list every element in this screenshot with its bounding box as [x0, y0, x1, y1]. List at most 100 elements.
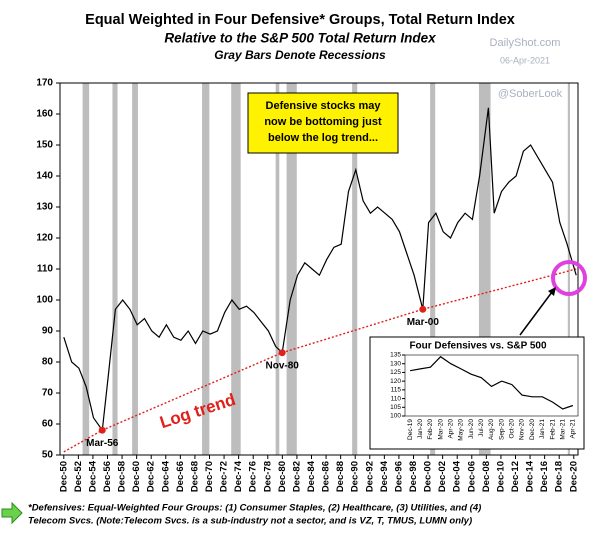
inset-frame: [369, 336, 585, 450]
low-point: [419, 305, 427, 313]
x-tick-label: Dec-18: [554, 461, 565, 492]
callout-box: [247, 92, 399, 154]
x-tick-label: Dec-20: [568, 461, 579, 492]
inset-x-tick-label: Sep-20: [498, 419, 505, 440]
inset-x-tick-label: Apr-20: [448, 419, 455, 439]
x-tick-label: Dec-58: [117, 461, 128, 492]
y-tick-label: 160: [36, 109, 53, 120]
x-tick-label: Dec-92: [364, 461, 375, 492]
inset-x-tick-label: Oct-20: [509, 419, 516, 439]
recession-bar: [352, 83, 358, 455]
recession-bar: [231, 83, 241, 455]
recession-bar: [132, 83, 138, 455]
recession-bar: [567, 83, 570, 455]
inset-y-tick-label: 130: [390, 360, 401, 367]
x-tick-label: Dec-02: [437, 461, 448, 492]
x-tick-label: Dec-90: [350, 461, 361, 492]
x-tick-label: Dec-86: [321, 461, 332, 492]
inset-x-tick-label: Aug-20: [488, 419, 495, 440]
recession-bar: [112, 83, 118, 455]
source: DailyShot.com: [490, 37, 561, 49]
date: 06-Apr-2021: [500, 55, 550, 65]
x-tick-label: Dec-70: [204, 461, 215, 492]
x-tick-label: Dec-74: [233, 460, 244, 492]
x-tick-label: Dec-88: [335, 461, 346, 492]
inset-x-tick-label: Apr-21: [570, 419, 577, 439]
chart-subtitle: Relative to the S&P 500 Total Return Ind…: [164, 31, 436, 46]
y-tick-label: 80: [42, 357, 54, 368]
x-tick-label: Dec-82: [291, 461, 302, 492]
inset-x-tick-label: Mar-20: [437, 419, 444, 440]
footnote-arrow: [1, 501, 23, 525]
inset-x-tick-label: Jun-20: [468, 419, 475, 439]
inset-y-tick-label: 110: [391, 395, 402, 402]
inset-y-tick-label: 125: [390, 369, 401, 376]
x-tick-label: Dec-94: [379, 460, 390, 492]
recession-bar: [202, 83, 210, 455]
x-tick-label: Dec-54: [87, 460, 98, 492]
inset-y-tick-label: 115: [391, 387, 402, 394]
x-tick-label: Dec-08: [481, 461, 492, 492]
chart-title: Equal Weighted in Four Defensive* Groups…: [85, 12, 515, 28]
recession-bar: [430, 83, 436, 455]
x-tick-label: Dec-16: [539, 461, 550, 492]
footnote: Telecom Svcs. (Note:Telecom Svcs. is a s…: [28, 516, 472, 527]
y-tick-label: 150: [36, 140, 53, 151]
x-tick-label: Dec-84: [306, 460, 317, 492]
inset-x-tick-label: Dec-19: [407, 419, 414, 440]
inset-x-tick-label: Feb-20: [427, 419, 434, 440]
x-tick-label: Dec-10: [495, 461, 506, 492]
x-tick-label: Dec-64: [160, 460, 171, 492]
arrow: [519, 291, 553, 336]
x-tick-label: Dec-96: [393, 461, 404, 492]
footnote: *Defensives: Equal-Weighted Four Groups:…: [28, 503, 481, 514]
y-tick-label: 130: [36, 202, 53, 213]
inset-x-tick-label: May-20: [458, 419, 465, 441]
x-tick-label: Dec-56: [102, 461, 113, 492]
x-tick-label: Dec-14: [525, 460, 536, 492]
y-tick-label: 50: [42, 450, 54, 461]
inset-x-tick-label: Feb-21: [549, 419, 556, 440]
chart-note: Gray Bars Denote Recessions: [214, 48, 386, 62]
x-tick-label: Dec-98: [408, 461, 419, 492]
y-tick-label: 70: [42, 388, 54, 399]
inset-y-tick-label: 100: [390, 413, 401, 420]
x-tick-label: Dec-80: [277, 461, 288, 492]
y-tick-label: 90: [42, 326, 54, 337]
credit: @SoberLook: [498, 88, 563, 100]
y-tick-label: 170: [36, 78, 53, 89]
x-tick-label: Dec-06: [466, 461, 477, 492]
recession-bar: [82, 83, 90, 455]
x-tick-label: Dec-78: [262, 461, 273, 492]
y-tick-label: 110: [37, 264, 54, 275]
inset-plot: [404, 354, 579, 417]
data-line: [63, 107, 577, 432]
y-tick-label: 100: [36, 295, 53, 306]
inset-x-tick-label: Mar-21: [559, 419, 566, 440]
inset-y-tick-label: 120: [390, 378, 401, 385]
callout-text: below the log trend...: [268, 132, 378, 144]
x-tick-label: Dec-52: [73, 461, 84, 492]
inset-x-tick-label: Jul-20: [478, 419, 485, 437]
inset-y-tick-label: 105: [390, 404, 401, 411]
x-tick-label: Dec-68: [189, 461, 200, 492]
recession-bar: [275, 83, 280, 455]
recession-bar: [478, 83, 491, 455]
x-tick-label: Dec-76: [248, 461, 259, 492]
highlight-circle: [551, 260, 587, 296]
y-tick-label: 120: [36, 233, 53, 244]
inset-x-tick-label: Dec-20: [529, 419, 536, 440]
low-point: [98, 426, 106, 434]
inset-y-tick-label: 135: [390, 352, 401, 359]
plot-area: 50 60 70 80 90 100 110 120 130 140 150 160 170 Dec-50…: [36, 78, 585, 492]
inset-x-tick-label: Jan-20: [417, 419, 424, 439]
x-tick-label: Dec-60: [131, 461, 142, 492]
x-tick-label: Dec-00: [423, 461, 434, 492]
inset-x-tick-label: Nov-20: [519, 419, 526, 440]
x-tick-label: Dec-72: [219, 461, 230, 492]
point-label: Mar-00: [407, 317, 440, 328]
low-point: [278, 349, 286, 357]
point-label: Nov-80: [266, 360, 300, 371]
